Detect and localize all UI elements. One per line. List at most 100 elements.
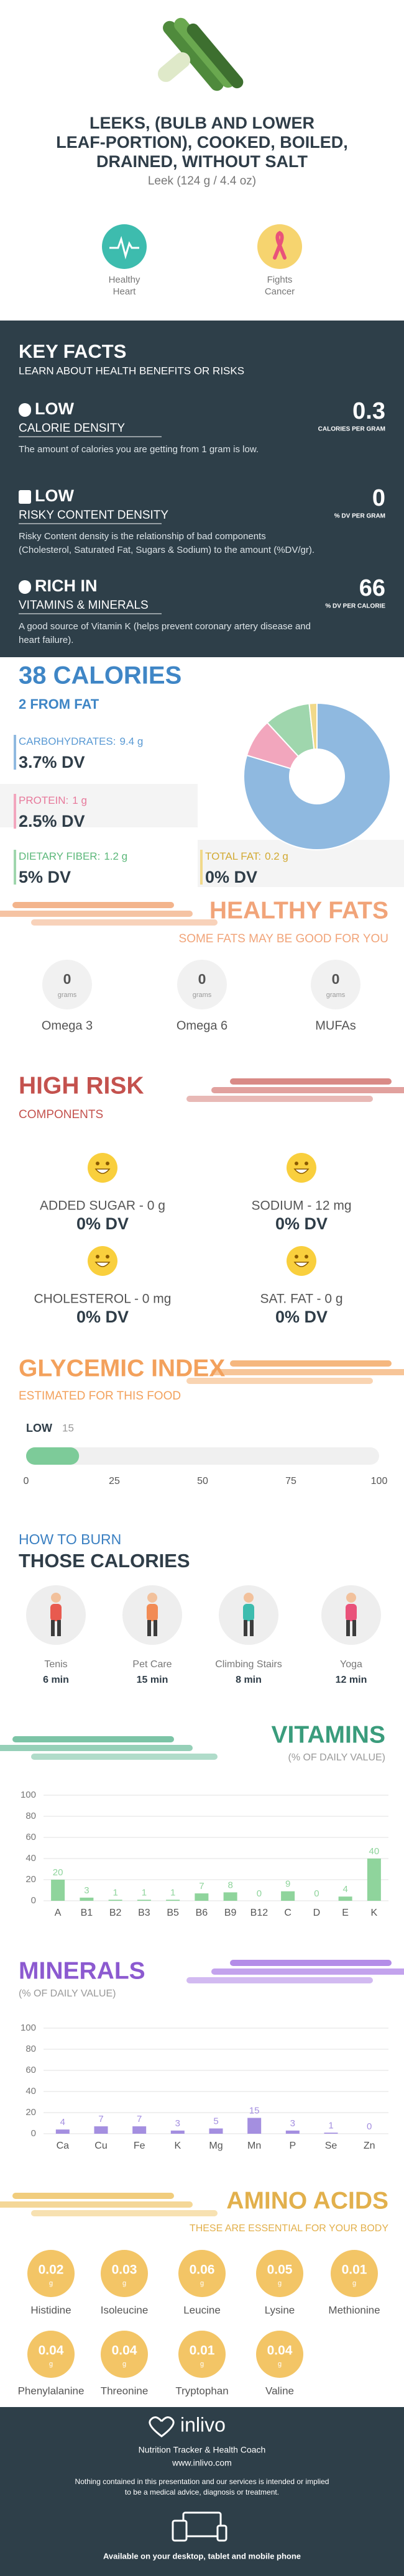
bar [80, 1897, 94, 1901]
y-tick-label: 0 [31, 1895, 36, 1906]
activity-leg [147, 1620, 151, 1636]
activity-leg [352, 1620, 356, 1636]
decor-stripe [31, 2210, 218, 2216]
bar [166, 1900, 180, 1901]
macro-amount: 1 g [72, 794, 87, 806]
bar [209, 2128, 223, 2134]
title: DRAINED, WITHOUT SALT [96, 152, 308, 171]
amino-circle [101, 2250, 148, 2297]
x-tick-label: C [284, 1908, 292, 1918]
activity-duration: 6 min [43, 1675, 69, 1685]
macro-bg [0, 784, 198, 827]
amino-circle [256, 2250, 303, 2297]
decor-stripe [12, 1736, 174, 1742]
smiley-eye [305, 1255, 308, 1258]
bar-value-label: 0 [367, 2121, 372, 2132]
section-title: KEY FACTS [19, 340, 126, 362]
macro-dv: 3.7% DV [19, 753, 85, 771]
bar [223, 1892, 237, 1901]
url: www.inlivo.com [172, 2458, 232, 2468]
leek-image [157, 17, 244, 91]
macro-label: PROTEIN: 1 g [19, 794, 87, 806]
x-tick-label: B5 [167, 1908, 179, 1918]
healthy-heart-icon [102, 224, 147, 269]
macro-amount: 9.4 g [120, 735, 144, 747]
risk-dv: 0% DV [76, 1214, 129, 1233]
title: LEAF-PORTION), COOKED, BOILED, [56, 133, 348, 152]
activity-name: Tenis [44, 1659, 67, 1670]
smiley-mouth [293, 1262, 310, 1267]
activity-head [346, 1593, 356, 1603]
amino-circle [178, 2250, 226, 2297]
amino-name: Histidine [30, 2304, 71, 2316]
activity-name: Climbing Stairs [215, 1659, 282, 1670]
disclaimer: to be a medical advice, diagnosis or tre… [125, 2488, 279, 2496]
x-tick-label: Mn [247, 2141, 261, 2151]
bar-value-label: 1 [142, 1887, 147, 1898]
smiley-mouth [94, 1262, 111, 1267]
macro-dv: 5% DV [19, 868, 71, 886]
amino-unit: g [278, 2280, 282, 2287]
smiley-eye [295, 1255, 298, 1258]
x-tick-label: Mg [209, 2141, 223, 2151]
activity-duration: 8 min [236, 1675, 262, 1685]
macro-dv: 2.5% DV [19, 812, 85, 831]
y-tick-label: 20 [25, 1874, 36, 1885]
decor-stripe [12, 902, 174, 908]
bar-value-label: 7 [137, 2114, 142, 2124]
activity-head [244, 1593, 254, 1603]
decor-stripe [186, 1378, 373, 1384]
macro-amount: 1.2 g [104, 850, 127, 862]
x-tick-label: E [342, 1908, 349, 1918]
risk-dv: 0% DV [275, 1214, 328, 1233]
decor-stripe [0, 1745, 193, 1751]
smiley [88, 1246, 117, 1276]
macro-name: DIETARY FIBER: [19, 850, 100, 862]
decor-stripe [31, 1754, 218, 1760]
bar-value-label: 8 [227, 1880, 232, 1890]
bar-value-label: 4 [60, 2117, 65, 2128]
risk-label: SODIUM - 12 mg [251, 1199, 351, 1213]
decor-stripe [211, 1968, 404, 1975]
x-tick-label: A [55, 1908, 62, 1918]
amino-name: Phenylalanine [18, 2385, 85, 2396]
amino-value: 0.04 [267, 2344, 293, 2358]
fact-value: 0 [372, 485, 385, 511]
fact-unit: % DV PER CALORIE [325, 603, 385, 610]
fat-unit: grams [193, 991, 212, 999]
section-title: MINERALS [19, 1957, 145, 1984]
y-tick-label: 100 [21, 2023, 36, 2033]
fact-icon [19, 490, 31, 504]
device-icon [216, 2524, 227, 2542]
amino-unit: g [122, 2280, 126, 2287]
fact-value: 66 [359, 575, 385, 601]
bar [247, 2118, 262, 2134]
activity-name: Pet Care [132, 1659, 172, 1670]
bar [281, 1891, 295, 1901]
x-tick-label: K [371, 1908, 378, 1918]
bar-value-label: 7 [98, 2114, 103, 2124]
activity-head [147, 1593, 157, 1603]
gi-tick-label: 0 [24, 1476, 29, 1486]
tagline: Nutrition Tracker & Health Coach [139, 2445, 266, 2455]
x-tick-label: B1 [81, 1908, 93, 1918]
bar-value-label: 0 [314, 1888, 319, 1899]
amino-value: 0.05 [267, 2263, 293, 2277]
fact-name: CALORIE DENSITY [19, 422, 125, 435]
macro-marker [14, 735, 16, 770]
fact-level: LOW [35, 399, 74, 418]
activity-head [51, 1593, 61, 1603]
bar [195, 1893, 209, 1901]
section-title: AMINO ACIDS [226, 2187, 388, 2214]
fat-value: 0 [198, 971, 206, 987]
activity-body [50, 1604, 62, 1621]
y-tick-label: 40 [25, 2086, 36, 2096]
smiley-eye [96, 1255, 99, 1258]
macro-label: CARBOHYDRATES: 9.4 g [19, 735, 143, 747]
x-tick-label: K [174, 2141, 181, 2151]
amino-value: 0.04 [39, 2344, 64, 2358]
section-subtitle: THESE ARE ESSENTIAL FOR YOUR BODY [190, 2223, 388, 2234]
activity-body [243, 1604, 254, 1621]
bar-value-label: 3 [175, 2118, 180, 2129]
bar-value-label: 1 [112, 1887, 117, 1898]
